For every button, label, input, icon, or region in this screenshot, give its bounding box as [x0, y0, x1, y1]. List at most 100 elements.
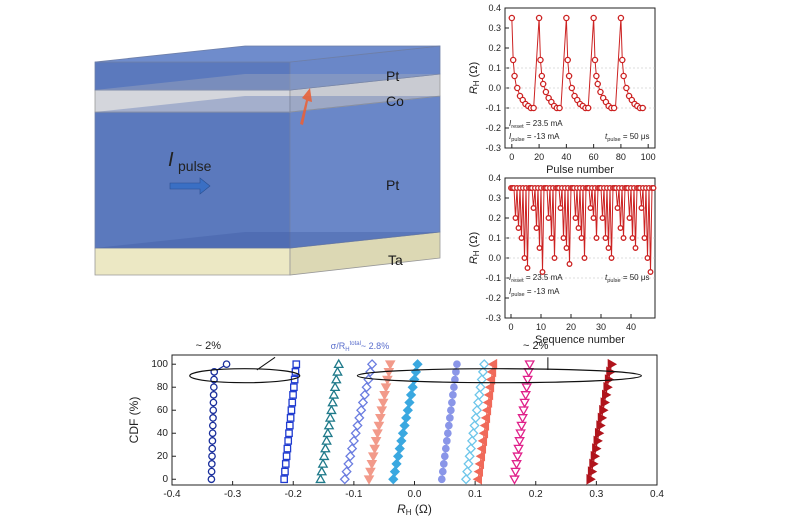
data-point — [208, 444, 217, 453]
data-point — [623, 84, 630, 92]
data-point — [590, 215, 597, 221]
data-point — [511, 460, 522, 470]
data-point — [453, 360, 461, 369]
x-tick-label: 30 — [596, 322, 606, 332]
chart-pulse-number: -0.3 -0.2 -0.1 0.0 0.1 0.2 0.3 0.4 0 20 40 60 80 100 P… — [468, 3, 656, 176]
plot-frame — [504, 177, 656, 319]
data-point — [517, 414, 528, 424]
data-point — [209, 383, 218, 392]
data-point — [292, 360, 301, 369]
data-point — [208, 421, 217, 430]
data-point — [404, 397, 415, 408]
annotation-tpulse: tpulse = 50 μs — [605, 132, 649, 143]
x-tick-label: 100 — [641, 152, 656, 162]
data-point — [209, 406, 218, 415]
data-point — [548, 235, 555, 241]
data-point — [283, 444, 292, 453]
data-point — [350, 428, 361, 439]
chart-cdf: 0 20 40 60 80 100 -0.4 -0.3 -0.2 -0.1 0.0 0.1 0.2 0.3… — [127, 340, 664, 517]
x-tick-label: -0.2 — [285, 489, 303, 500]
x-tick-label: 0.3 — [589, 489, 603, 500]
y-tick-label: 0.1 — [488, 63, 501, 73]
data-point — [479, 359, 490, 370]
data-point — [322, 427, 334, 438]
data-point — [620, 235, 627, 241]
data-point — [376, 406, 388, 416]
data-point — [442, 437, 451, 445]
data-point — [388, 474, 399, 485]
annotation-tpulse: tpulse = 50 μs — [605, 273, 649, 284]
ellipse-right — [356, 368, 642, 384]
data-point — [405, 389, 417, 401]
data-point — [412, 359, 423, 370]
data-point — [565, 72, 573, 80]
data-point — [597, 88, 604, 96]
data-point — [437, 475, 446, 484]
annotation-left: ~ 2% — [196, 340, 222, 352]
data-point — [332, 366, 343, 376]
y-tick-label: 0.3 — [488, 23, 501, 33]
x-axis-label: RH (Ω) — [397, 502, 432, 517]
data-point — [568, 84, 576, 92]
y-tick-label: 0.3 — [488, 193, 501, 203]
data-point — [367, 452, 379, 462]
y-tick-label: -0.2 — [485, 293, 501, 303]
data-point — [366, 460, 378, 470]
data-point — [515, 225, 522, 231]
data-point — [281, 467, 289, 476]
data-point — [363, 475, 375, 485]
data-point — [593, 235, 600, 241]
x-tick-label: -0.4 — [163, 489, 181, 500]
data-point — [607, 358, 618, 370]
data-point — [365, 467, 376, 478]
data-point — [341, 466, 352, 477]
data-point — [207, 475, 216, 484]
data-point — [469, 420, 480, 431]
data-point — [439, 460, 448, 468]
data-point — [519, 398, 530, 409]
data-point — [482, 397, 493, 408]
data-point — [383, 368, 395, 378]
data-point — [440, 452, 449, 461]
data-point — [343, 458, 354, 470]
data-point — [603, 381, 613, 393]
x-tick-label: 0.2 — [529, 489, 543, 500]
series-3 — [315, 358, 345, 484]
x-tick-label: 20 — [534, 152, 544, 162]
arrow-left — [256, 356, 276, 371]
data-point — [510, 467, 521, 478]
current-label-sub: pulse — [178, 158, 212, 174]
data-point — [520, 391, 531, 401]
data-point — [466, 435, 478, 447]
y-tick-label: 60 — [157, 405, 169, 416]
y-tick-label: 0.1 — [488, 233, 501, 243]
y-tick-label: -0.3 — [485, 143, 501, 153]
data-point — [445, 421, 453, 430]
data-point — [590, 14, 597, 22]
data-point — [284, 437, 293, 445]
series-line — [477, 364, 494, 480]
annotation-pulse: Ipulse = -13 mA — [509, 132, 560, 143]
data-point — [518, 235, 525, 241]
data-point — [511, 72, 518, 80]
data-point — [522, 375, 533, 386]
y-axis-label: CDF (%) — [127, 397, 141, 444]
data-point — [287, 406, 296, 415]
data-point — [593, 72, 600, 80]
data-point — [465, 443, 477, 454]
data-point — [521, 383, 532, 393]
data-point — [572, 215, 579, 221]
data-point — [592, 443, 602, 454]
data-point — [536, 245, 543, 251]
data-point — [617, 225, 624, 231]
data-point — [605, 245, 612, 251]
data-point — [599, 215, 606, 221]
data-point — [610, 104, 618, 112]
x-tick-label: 80 — [616, 152, 626, 162]
data-point — [333, 358, 345, 369]
data-point — [209, 398, 218, 407]
data-point — [407, 382, 418, 393]
data-point — [600, 397, 610, 408]
x-tick-label: 0.4 — [650, 489, 664, 500]
